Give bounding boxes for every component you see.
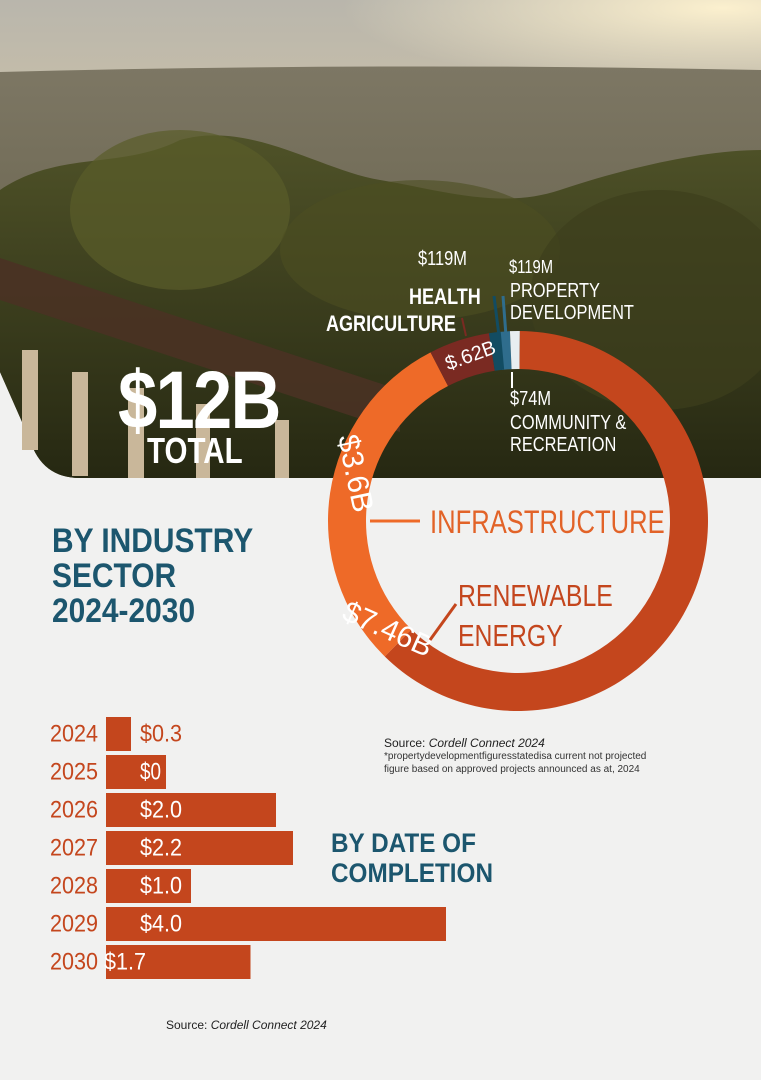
- bar-2030: [106, 945, 251, 979]
- bar-value-label-2030: $1.7: [104, 948, 146, 975]
- bar-category-label-2030: 2030: [50, 948, 98, 975]
- donut-slice-infrastructure: [328, 352, 449, 657]
- property-name-label: PROPERTY DEVELOPMENT: [510, 280, 634, 324]
- bar-2024: [106, 717, 131, 751]
- bar-category-label-2025: 2025: [50, 758, 98, 785]
- sector-chart-title: BY INDUSTRY SECTOR 2024-2030: [52, 522, 254, 630]
- date-chart-title: BY DATE OF COMPLETION: [331, 828, 493, 888]
- total-value: $12B: [118, 355, 281, 446]
- property-value-label: $119M: [509, 257, 554, 277]
- bar-value-label-2029: $4.0: [140, 910, 182, 937]
- date-source: Source: Cordell Connect 2024: [166, 1018, 327, 1032]
- renewable-name-label: RENEWABLE ENERGY: [458, 578, 613, 653]
- donut-callouts: [370, 295, 513, 641]
- sector-source: Source: Cordell Connect 2024: [384, 736, 545, 750]
- completion-date-bar-chart: 2024 $0.3 2025 $0 2026 $2.0 2027 $2.2 2028 $1.0 20…: [50, 717, 446, 979]
- donut-slice-renewable-energy: [384, 331, 708, 711]
- bar-2028: [106, 869, 191, 903]
- property-footnote: *propertydevelopmentfiguresstatedisa cur…: [384, 751, 647, 775]
- bar-category-label-2027: 2027: [50, 834, 98, 861]
- donut-slice-community-recreation: [509, 331, 520, 370]
- health-name-label: HEALTH: [409, 284, 481, 309]
- agriculture-name-label: AGRICULTURE: [326, 311, 456, 336]
- bar-2025: [106, 755, 166, 789]
- community-value-label: $74M: [510, 388, 552, 410]
- donut-slice-health: [488, 331, 505, 371]
- bar-value-label-2027: $2.2: [140, 834, 182, 861]
- bar-category-label-2028: 2028: [50, 872, 98, 899]
- health-value-label: $119M: [418, 248, 467, 270]
- infrastructure-name-label: INFRASTRUCTURE: [430, 504, 665, 540]
- bar-value-label-2025: $0: [140, 758, 161, 785]
- bar-category-label-2024: 2024: [50, 720, 98, 747]
- total-label: TOTAL: [147, 430, 243, 471]
- bar-2029: [106, 907, 446, 941]
- community-name-label: COMMUNITY & RECREATION: [510, 412, 627, 456]
- bar-value-label-2028: $1.0: [140, 872, 182, 899]
- bar-value-label-2024: $0.3: [140, 720, 182, 747]
- bar-2027: [106, 831, 293, 865]
- bar-value-label-2026: $2.0: [140, 796, 182, 823]
- bar-category-label-2029: 2029: [50, 910, 98, 937]
- bar-category-label-2026: 2026: [50, 796, 98, 823]
- bar-2026: [106, 793, 276, 827]
- donut-slice-agriculture: [430, 333, 495, 387]
